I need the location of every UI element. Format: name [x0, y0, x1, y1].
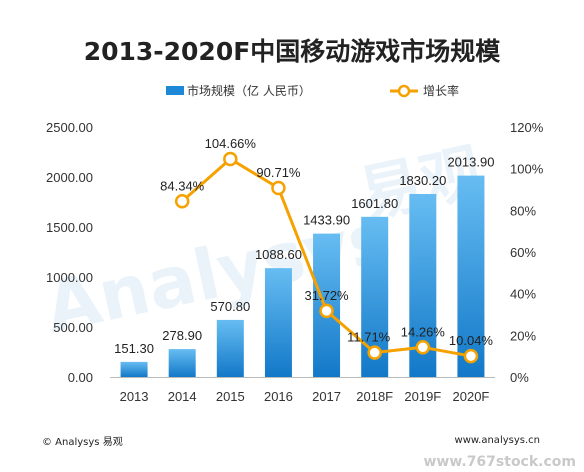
bar-data-labels: 151.30278.90570.801088.601433.901601.801…	[114, 155, 494, 356]
right-axis-tick-label: 80%	[510, 203, 536, 218]
line-data-labels: 84.34% 104.66% 90.71% 31.72% 11.71% 14.26%10.…	[160, 136, 493, 348]
right-axis-tick-label: 120%	[510, 120, 544, 135]
right-axis-tick-label: 60%	[510, 245, 536, 260]
legend-bar-label: 市场规模（亿 人民币）	[187, 83, 311, 98]
growth-point	[271, 180, 286, 196]
left-axis-tick-label: 1500.00	[46, 220, 93, 235]
bar-value-label: 2013.90	[447, 155, 494, 170]
left-axis-tick-label: 500.00	[53, 320, 93, 335]
legend: 市场规模（亿 人民币） 增长率	[166, 83, 459, 98]
right-axis-tick-label: 40%	[510, 287, 536, 302]
left-axis-tick-label: 2000.00	[46, 170, 93, 185]
bar-value-label: 1433.90	[303, 213, 350, 228]
growth-value-label: 31.72%	[305, 288, 350, 303]
x-axis-tick-label: 2014	[168, 389, 197, 404]
left-axis: 0.00 500.00 1000.00 1500.00 2000.00 2500.00	[46, 120, 93, 385]
x-axis-tick-label: 2017	[312, 389, 341, 404]
bar	[457, 175, 485, 377]
growth-value-label: 11.71%	[347, 330, 391, 345]
x-axis-tick-label: 2013	[120, 389, 149, 404]
bar	[264, 268, 292, 377]
bar-value-label: 1088.60	[255, 247, 302, 262]
bar-value-label: 1601.80	[351, 196, 398, 211]
bar-value-label: 1830.20	[399, 173, 446, 188]
growth-line-series	[174, 151, 479, 364]
bar-value-label: 278.90	[162, 328, 202, 343]
growth-value-label: 84.34%	[160, 178, 205, 193]
growth-point	[367, 345, 382, 360]
left-axis-tick-label: 1000.00	[46, 270, 93, 285]
legend-bar-swatch	[166, 86, 184, 95]
x-axis-tick-label: 2019F	[404, 389, 441, 404]
chart-title: 2013-2020F中国移动游戏市场规模	[84, 37, 502, 66]
right-axis-tick-label: 0%	[510, 370, 529, 385]
x-axis-tick-label: 2018F	[356, 389, 393, 404]
x-axis: 2013 2014 2015 2016 2017 2018F 2019F 2020F	[120, 389, 490, 404]
bar-value-label: 151.30	[114, 341, 154, 356]
growth-point	[463, 348, 479, 364]
growth-point	[174, 194, 190, 209]
legend-line-label: 增长率	[423, 83, 459, 98]
growth-point	[415, 340, 431, 355]
right-axis-tick-label: 20%	[510, 328, 536, 343]
bar-value-label: 570.80	[210, 299, 250, 314]
growth-value-label: 10.04%	[449, 333, 494, 348]
growth-value-label: 104.66%	[205, 136, 257, 151]
x-axis-tick-label: 2020F	[453, 389, 490, 404]
growth-value-label: 90.71%	[256, 165, 301, 180]
bar	[168, 349, 196, 377]
left-axis-tick-label: 0.00	[68, 370, 93, 385]
left-axis-tick-label: 2500.00	[46, 120, 93, 135]
growth-point	[223, 151, 238, 167]
right-axis-tick-label: 100%	[510, 162, 544, 177]
bar	[216, 319, 244, 377]
source-credit: © Analysys 易观	[42, 436, 123, 448]
growth-point	[319, 303, 334, 319]
source-website: www.analysys.cn	[455, 435, 540, 446]
x-axis-tick-label: 2016	[264, 389, 293, 404]
growth-value-label: 14.26%	[401, 324, 446, 339]
right-axis: 0% 20% 40% 60% 80% 100% 120%	[510, 120, 544, 385]
bar	[120, 361, 148, 377]
site-watermark: www.767stock.com	[423, 454, 576, 470]
legend-line-marker	[397, 84, 411, 98]
x-axis-tick-label: 2015	[216, 389, 245, 404]
